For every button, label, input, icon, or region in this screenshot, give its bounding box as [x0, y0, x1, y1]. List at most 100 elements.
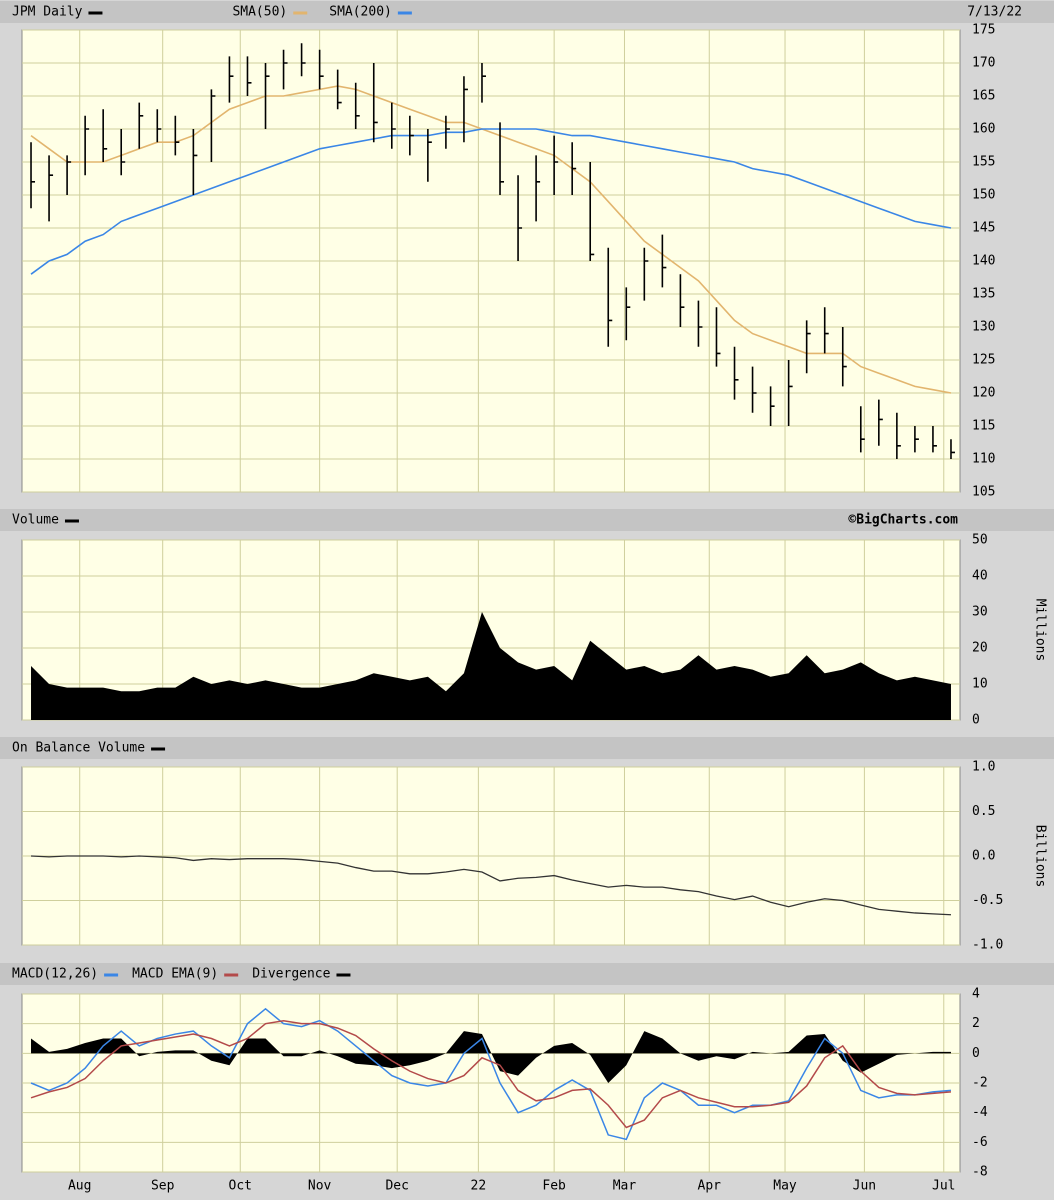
ohlc-bar [914, 426, 919, 453]
ohlc-bar [372, 63, 378, 143]
volume-area [31, 612, 951, 720]
y-tick-label: 175 [972, 23, 995, 38]
ohlc-bar [481, 63, 486, 103]
legend-label: MACD(12,26) [12, 967, 98, 982]
y-tick-label: 170 [972, 56, 995, 71]
legend-label: SMA(200) [329, 5, 392, 20]
y-tick-label: -0.5 [972, 893, 1003, 908]
sma-line [30, 85, 952, 394]
y-tick-label: 110 [972, 452, 995, 467]
y-tick-label: 40 [972, 569, 988, 584]
x-tick-label: May [773, 1179, 797, 1194]
ohlc-bar [932, 426, 937, 453]
ohlc-bar [120, 129, 126, 176]
ohlc-bar [102, 109, 108, 162]
ohlc-bar [264, 63, 270, 129]
ohlc-bar [499, 122, 505, 195]
y-tick-label: 0.0 [972, 849, 995, 864]
ohlc-bar [517, 175, 523, 261]
ohlc-bar [174, 115, 180, 156]
y-tick-label: 0 [972, 1046, 980, 1061]
y-tick-label: 130 [972, 320, 995, 335]
ohlc-bar [228, 56, 234, 103]
x-tick-label: Jun [853, 1179, 876, 1194]
y-tick-label: 145 [972, 221, 995, 236]
y-tick-label: 105 [972, 485, 995, 500]
legend-label: Volume [12, 513, 59, 528]
axis-label: Millions [1033, 599, 1048, 662]
y-tick-label: 10 [972, 677, 988, 692]
ohlc-bar [390, 102, 396, 149]
macd-line [30, 1019, 952, 1129]
ohlc-bar [950, 439, 955, 459]
ohlc-bar [66, 155, 72, 195]
ohlc-bar [445, 115, 450, 149]
y-tick-label: 165 [972, 89, 995, 104]
y-tick-label: 160 [972, 122, 995, 137]
chart-date: 7/13/22 [967, 5, 1022, 20]
ohlc-bar [769, 386, 775, 426]
y-tick-label: 2 [972, 1016, 980, 1031]
x-tick-label: Apr [698, 1179, 722, 1194]
y-tick-label: 1.0 [972, 760, 995, 775]
y-tick-label: -4 [972, 1105, 988, 1120]
x-tick-label: 22 [471, 1179, 487, 1194]
ohlc-bar [733, 346, 739, 400]
y-tick-label: -6 [972, 1135, 988, 1150]
y-tick-label: 20 [972, 641, 988, 656]
legend-label: SMA(50) [232, 5, 287, 20]
x-tick-label: Nov [308, 1179, 332, 1194]
x-tick-label: Aug [68, 1179, 91, 1194]
ohlc-bar [30, 142, 36, 209]
y-tick-label: -1.0 [972, 938, 1003, 953]
credit: ©BigCharts.com [848, 513, 958, 528]
y-tick-label: 115 [972, 419, 995, 434]
ohlc-bar [463, 76, 468, 143]
axis-label: Billions [1033, 825, 1048, 888]
ohlc-bar [409, 115, 414, 156]
x-tick-label: Feb [542, 1179, 566, 1194]
ohlc-bar [697, 300, 703, 347]
y-tick-label: 120 [972, 386, 995, 401]
y-tick-label: 125 [972, 353, 995, 368]
y-tick-label: 150 [972, 188, 995, 203]
y-tick-label: -2 [972, 1076, 988, 1091]
ohlc-bar [535, 155, 541, 222]
y-tick-label: -8 [972, 1165, 988, 1180]
ohlc-bar [336, 69, 342, 110]
ohlc-bar [589, 162, 595, 261]
panel-header [0, 963, 1054, 985]
x-tick-label: Jul [932, 1179, 955, 1194]
ohlc-bar [427, 129, 432, 182]
ohlc-bar [210, 89, 216, 162]
ohlc-bar [246, 56, 252, 96]
y-tick-label: 30 [972, 605, 988, 620]
ohlc-bar [138, 102, 144, 149]
ohlc-bar [661, 234, 667, 288]
panel-header [0, 737, 1054, 759]
x-tick-label: Dec [385, 1179, 408, 1194]
ohlc-bar [679, 274, 685, 327]
ohlc-bar [607, 247, 613, 347]
ohlc-bar [84, 115, 90, 176]
panel-header [0, 509, 1054, 531]
divergence-area [31, 1031, 951, 1083]
y-tick-label: 135 [972, 287, 995, 302]
sma-line [30, 128, 952, 275]
ohlc-bar [318, 49, 324, 90]
ohlc-bar [625, 287, 631, 341]
ohlc-bar [841, 327, 847, 387]
obv-line [30, 855, 952, 916]
legend-label: Divergence [252, 967, 330, 982]
x-tick-label: Sep [151, 1179, 175, 1194]
ohlc-bar [805, 320, 811, 374]
ohlc-bar [553, 135, 559, 195]
ohlc-bar [354, 82, 360, 129]
ohlc-bar [896, 412, 901, 459]
legend-label: JPM Daily [12, 5, 83, 20]
legend-label: MACD EMA(9) [132, 967, 218, 982]
ohlc-bar [571, 142, 577, 195]
y-tick-label: 140 [972, 254, 995, 269]
ohlc-bar [859, 406, 865, 453]
